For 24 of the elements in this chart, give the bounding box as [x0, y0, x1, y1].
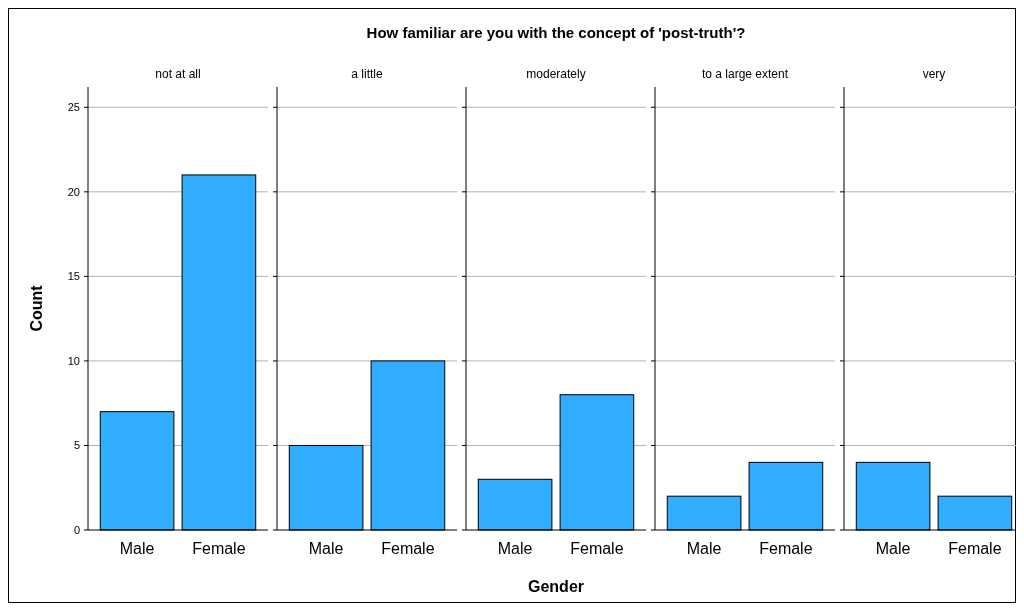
chart-subtitle: moderately	[526, 67, 586, 81]
x-axis-title: Gender	[527, 578, 585, 595]
y-tick-label: 0	[73, 523, 80, 536]
x-tick-label: Female	[948, 540, 1002, 557]
x-tick-label: Female	[192, 540, 246, 557]
x-tick-label: Male	[308, 540, 344, 557]
y-tick-label: 25	[67, 101, 80, 114]
x-tick-label: Male	[497, 540, 533, 557]
chart-title: How familiar are you with the concept of 'post-truth'?	[366, 24, 746, 41]
chart-subtitle: to a large extent	[701, 67, 789, 81]
y-tick-label: 5	[73, 439, 80, 452]
x-tick-label: Male	[119, 540, 155, 557]
x-tick-label: Female	[570, 540, 624, 557]
x-tick-label: Male	[686, 540, 722, 557]
chart-subtitle: a little	[351, 67, 383, 81]
chart-subtitle: not at all	[155, 67, 201, 81]
chart-subtitle: very	[922, 67, 946, 81]
y-tick-label: 20	[67, 185, 80, 198]
y-tick-label: 15	[67, 270, 80, 283]
x-tick-label: Male	[875, 540, 911, 557]
x-tick-label: Female	[759, 540, 813, 557]
y-tick-label: 10	[67, 354, 80, 367]
x-tick-label: Female	[381, 540, 435, 557]
y-axis-title: Count	[28, 284, 45, 332]
